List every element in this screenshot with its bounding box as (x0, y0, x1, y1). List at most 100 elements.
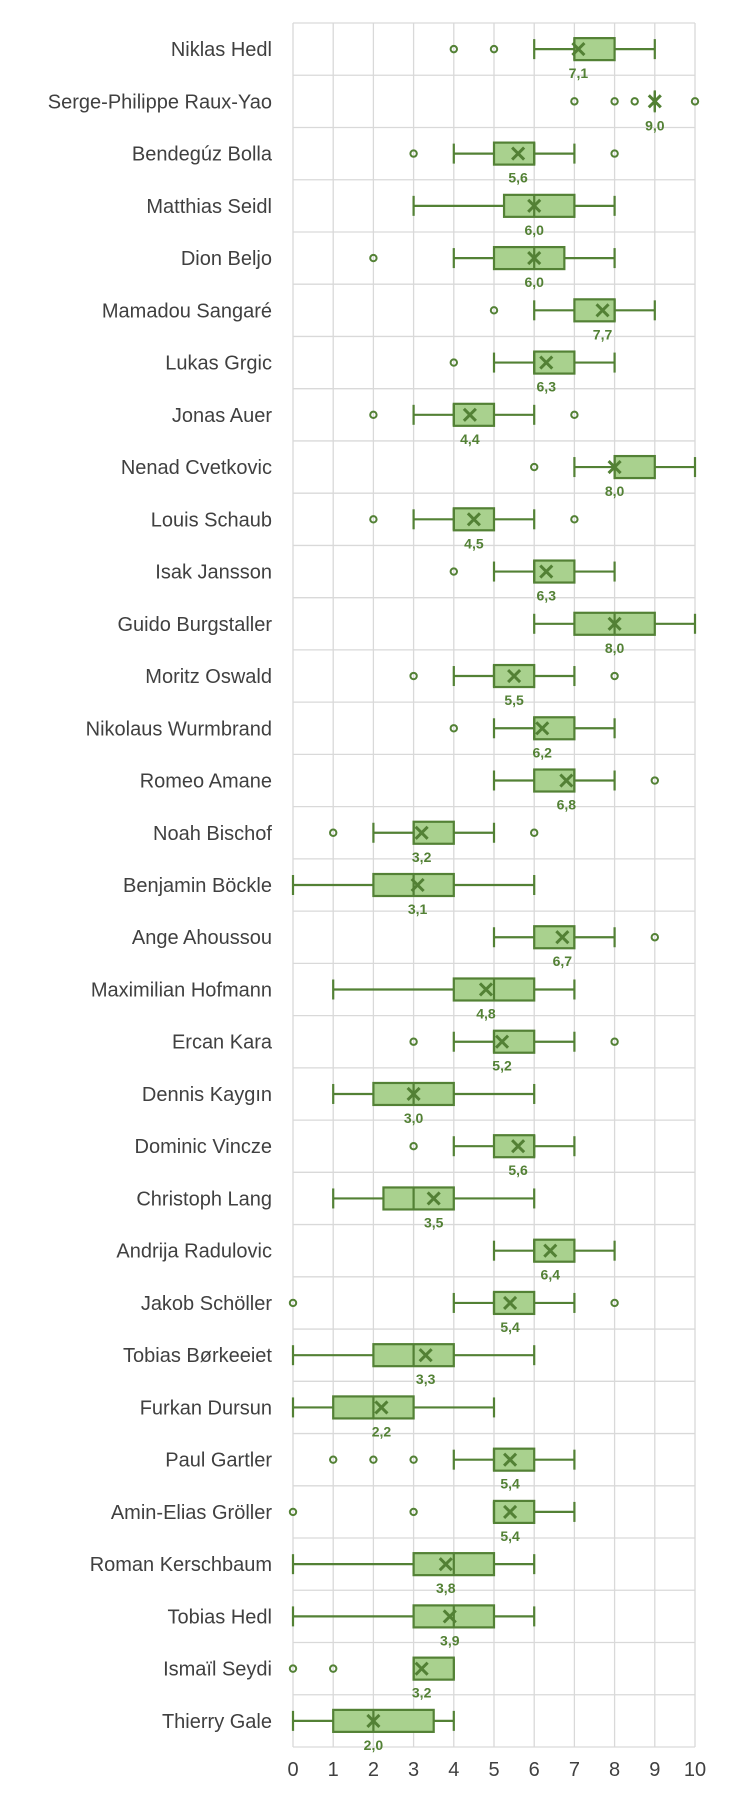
player-name-label: Dion Beljo (181, 248, 272, 270)
outlier-point (369, 253, 378, 263)
x-tick-label: 7 (569, 1759, 580, 1781)
mean-marker (462, 407, 477, 422)
player-row: Guido Burgstaller 8,0 (117, 611, 697, 656)
mean-data-label: 5,6 (508, 170, 528, 186)
player-name-label: Thierry Gale (162, 1711, 272, 1733)
iqr-box (533, 925, 576, 950)
player-row: Bendegúz Bolla 5,6 (132, 141, 619, 186)
mean-marker (511, 146, 526, 161)
player-row: Noah Bischof 3,2 (153, 820, 539, 865)
player-name-label: Niklas Hedl (171, 39, 272, 61)
player-name-label: Nenad Cvetkovic (121, 457, 272, 479)
player-name-label: Tobias Børkeeiet (123, 1345, 272, 1367)
mean-marker (414, 1661, 429, 1676)
player-name-label: Ercan Kara (172, 1032, 273, 1054)
x-tick-label: 6 (529, 1759, 540, 1781)
iqr-box (533, 350, 576, 375)
outlier-point (288, 1664, 298, 1673)
mean-marker (527, 251, 542, 266)
outlier-point (690, 97, 700, 106)
mean-marker (406, 1086, 421, 1102)
player-name-label: Dominic Vincze (135, 1136, 272, 1158)
mean-marker (478, 982, 494, 997)
player-name-label: Romeo Amane (140, 771, 272, 793)
mean-marker (539, 564, 554, 579)
mean-marker (543, 1243, 558, 1258)
outlier-point (610, 1037, 619, 1046)
iqr-box (452, 402, 496, 427)
mean-data-label: 3,2 (412, 1685, 432, 1701)
mean-data-label: 5,6 (508, 1162, 528, 1178)
iqr-box (492, 1290, 536, 1316)
player-row: Ismaïl Seydi 3,2 (163, 1656, 455, 1701)
player-name-label: Roman Kerschbaum (90, 1554, 272, 1576)
mean-marker (418, 1348, 433, 1363)
mean-data-label: 3,3 (416, 1371, 436, 1387)
iqr-box (382, 1186, 455, 1211)
mean-data-label: 6,2 (533, 744, 553, 760)
outlier-point (530, 462, 539, 472)
mean-marker (647, 94, 662, 109)
mean-data-label: 6,3 (537, 379, 557, 395)
mean-marker (539, 355, 554, 370)
player-name-label: Dennis Kaygın (142, 1084, 272, 1106)
mean-data-label: 3,9 (440, 1632, 460, 1648)
outlier-point (288, 1507, 298, 1517)
mean-data-label: 3,5 (424, 1214, 444, 1230)
player-row: Serge-Philippe Raux-Yao 9,0 (48, 90, 700, 133)
mean-marker (555, 930, 570, 945)
player-name-label: Lukas Grgic (165, 353, 272, 375)
mean-data-label: 5,4 (500, 1476, 520, 1492)
player-row: Romeo Amane 6,8 (140, 768, 659, 813)
mean-data-label: 6,8 (557, 797, 577, 813)
player-name-label: Jonas Auer (172, 405, 272, 427)
mean-data-label: 5,2 (492, 1058, 512, 1074)
mean-marker (559, 773, 574, 788)
player-name-label: Mamadou Sangaré (102, 300, 272, 322)
iqr-box (573, 298, 616, 323)
player-row: Dion Beljo 6,0 (181, 245, 616, 290)
iqr-box (492, 245, 566, 271)
player-name-label: Furkan Dursun (140, 1397, 272, 1419)
player-row: Nenad Cvetkovic 8,0 (121, 454, 697, 499)
mean-marker (410, 877, 425, 893)
player-row: Isak Jansson 6,3 (155, 559, 616, 604)
mean-marker (438, 1557, 453, 1572)
player-name-label: Bendegúz Bolla (132, 144, 273, 166)
mean-data-label: 8,0 (605, 483, 625, 499)
mean-data-label: 3,0 (404, 1110, 424, 1126)
iqr-box (533, 559, 576, 584)
player-row: Roman Kerschbaum 3,8 (90, 1552, 536, 1596)
player-name-label: Matthias Seidl (146, 196, 272, 218)
player-row: Moritz Oswald 5,5 (145, 663, 619, 708)
outlier-point (610, 149, 619, 158)
player-row: Jakob Schöller 5,4 (141, 1290, 619, 1335)
outlier-point (630, 97, 639, 106)
player-row: Benjamin Böckle 3,1 (123, 872, 536, 917)
mean-data-label: 6,0 (524, 274, 544, 290)
outlier-point (409, 1507, 418, 1517)
player-row: Ercan Kara 5,2 (172, 1029, 619, 1074)
player-name-label: Isak Jansson (155, 562, 272, 584)
mean-marker (414, 825, 429, 840)
outlier-point (409, 1142, 418, 1151)
outlier-point (449, 567, 458, 576)
mean-data-label: 5,5 (504, 692, 524, 708)
mean-data-label: 7,7 (593, 326, 613, 342)
outlier-point (409, 149, 418, 158)
player-name-label: Louis Schaub (151, 509, 272, 531)
outlier-point (610, 671, 619, 681)
mean-data-label: 3,1 (408, 901, 428, 917)
player-name-label: Benjamin Böckle (123, 875, 272, 897)
x-tick-label: 8 (609, 1759, 620, 1781)
player-name-label: Nikolaus Wurmbrand (86, 718, 272, 740)
outlier-point (409, 1455, 418, 1464)
outlier-point (650, 933, 659, 942)
player-name-label: Maximilian Hofmann (91, 979, 272, 1001)
iqr-box (613, 454, 656, 480)
player-row: Jonas Auer 4,4 (172, 402, 579, 447)
mean-marker (426, 1191, 441, 1206)
mean-data-label: 6,7 (553, 953, 573, 969)
outlier-point (610, 97, 619, 106)
mean-data-label: 6,4 (541, 1267, 561, 1283)
